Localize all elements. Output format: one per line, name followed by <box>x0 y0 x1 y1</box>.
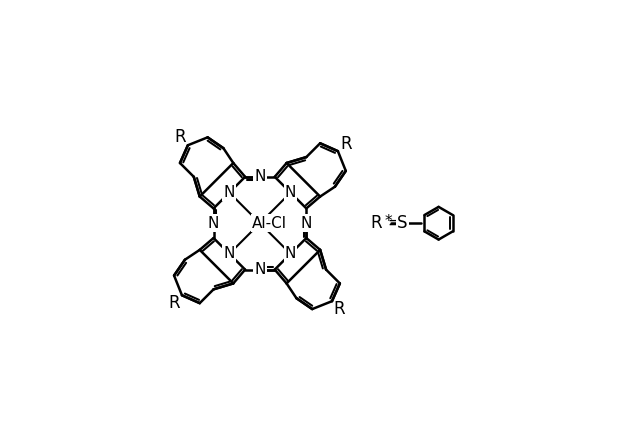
Text: N: N <box>223 246 235 261</box>
Text: N: N <box>301 216 312 231</box>
Text: N: N <box>223 185 235 200</box>
Text: N: N <box>254 262 266 277</box>
Text: Al-Cl: Al-Cl <box>252 216 287 231</box>
Text: R =: R = <box>371 214 401 232</box>
Text: R: R <box>340 135 352 153</box>
Text: R: R <box>168 293 180 312</box>
Text: N: N <box>285 246 296 261</box>
Text: N: N <box>285 185 296 200</box>
Text: *: * <box>385 214 392 229</box>
Text: N: N <box>254 169 266 184</box>
Text: N: N <box>208 216 220 231</box>
Text: R: R <box>175 128 186 146</box>
Text: S: S <box>397 214 408 232</box>
Text: R: R <box>333 300 345 318</box>
